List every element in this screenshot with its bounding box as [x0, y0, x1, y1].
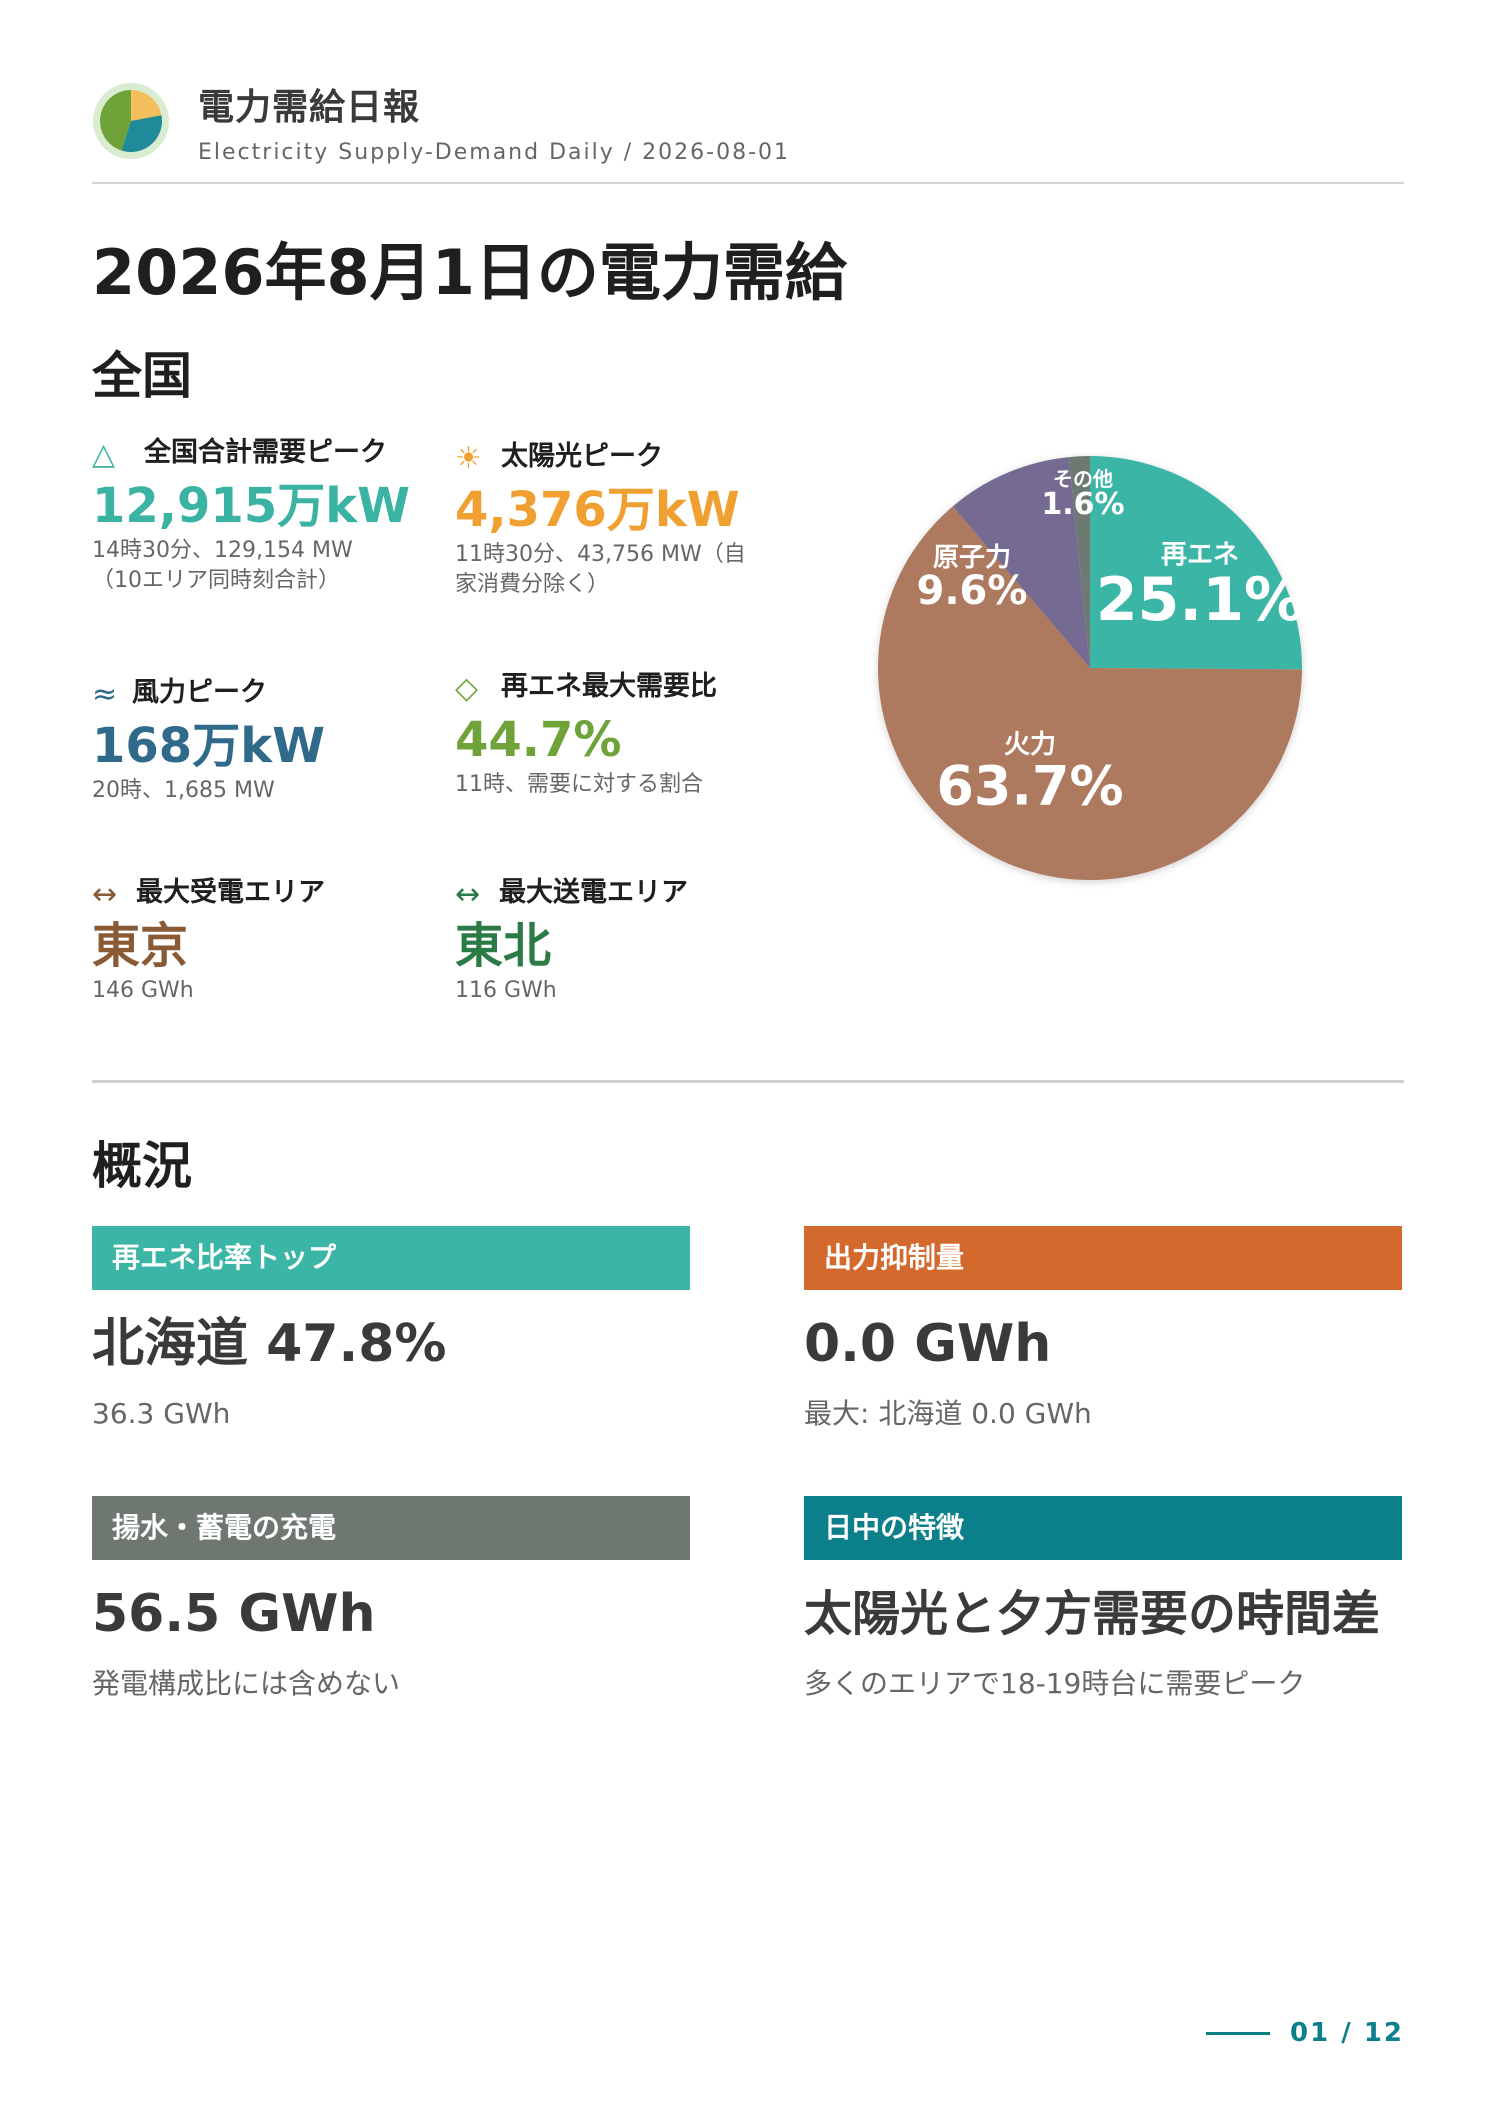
page-title: 2026年8月1日の電力需給: [92, 236, 847, 309]
pie-slice-label: 原子力: [933, 543, 1011, 573]
metric-note: 11時、需要に対する割合: [455, 772, 703, 797]
metric-value: 168万kW: [92, 718, 326, 774]
metric-max-sending-area: ↔ 最大送電エリア 東北 116 GWh: [455, 876, 755, 1006]
metric-label: 全国合計需要ピーク: [144, 437, 387, 468]
card-sub: 最大: 北海道 0.0 GWh: [804, 1397, 1092, 1430]
card-pumped-storage: 揚水・蓄電の充電 56.5 GWh 発電構成比には含めない: [92, 1496, 690, 1704]
metric-value: 12,915万kW: [92, 478, 411, 534]
metric-label: 最大送電エリア: [499, 877, 688, 908]
metric-note: 11時30分、43,756 MW（自家消費分除く）: [455, 542, 746, 597]
section-title-national: 全国: [92, 347, 192, 405]
metric-renewable-ratio: ◇ 再エネ最大需要比 44.7% 11時、需要に対する割合: [455, 670, 755, 800]
report-subtitle: Electricity Supply-Demand Daily / 2026-0…: [198, 140, 791, 165]
section-title-overview: 概況: [92, 1137, 192, 1195]
page-indicator-line: [1206, 2031, 1271, 2035]
metric-note: 14時30分、129,154 MW（10エリア同時刻合計）: [92, 538, 353, 593]
card-daytime-feature: 日中の特徴 太陽光と夕方需要の時間差 多くのエリアで18-19時台に需要ピーク: [804, 1496, 1402, 1704]
logo-pie-icon: [93, 83, 169, 159]
card-header: 再エネ比率トップ: [92, 1226, 690, 1290]
logo-slice: [100, 90, 131, 151]
metric-value: 東北: [455, 918, 552, 974]
metric-value: 44.7%: [455, 712, 622, 768]
card-sub: 発電構成比には含めない: [92, 1667, 401, 1700]
card-sub: 多くのエリアで18-19時台に需要ピーク: [804, 1667, 1306, 1700]
pie-slice-label: 火力: [1004, 730, 1056, 760]
metric-note: 20時、1,685 MW: [92, 778, 275, 803]
pie-slice: [1068, 456, 1090, 668]
page-indicator: 01 / 12: [1206, 2018, 1404, 2048]
sun-icon: ☀: [455, 441, 482, 476]
pie-slice-value: 1.6%: [1041, 487, 1124, 522]
section-divider: [92, 1080, 1404, 1083]
triangle-icon: △: [92, 437, 116, 472]
metric-wind-peak: ≈ 風力ピーク 168万kW 20時、1,685 MW: [92, 676, 392, 806]
metric-value: 4,376万kW: [455, 482, 740, 538]
metric-solar-peak: ☀ 太陽光ピーク 4,376万kW 11時30分、43,756 MW（自家消費分除…: [455, 440, 755, 600]
pie-slice-label: 再エネ: [1161, 540, 1239, 570]
card-header: 日中の特徴: [804, 1496, 1402, 1560]
report-title: 電力需給日報: [198, 87, 421, 128]
card-value: 56.5 GWh: [92, 1584, 376, 1644]
pie-slice-value: 63.7%: [936, 754, 1123, 817]
card-sub: 36.3 GWh: [92, 1397, 231, 1430]
pie-slice: [952, 457, 1090, 668]
pie-slice-value: 25.1%: [1096, 565, 1304, 635]
metric-label: 再エネ最大需要比: [501, 671, 717, 702]
card-header: 揚水・蓄電の充電: [92, 1496, 690, 1560]
card-value: 太陽光と夕方需要の時間差: [804, 1586, 1381, 1642]
diamond-icon: ◇: [455, 671, 479, 706]
card-renewable-top: 再エネ比率トップ 北海道 47.8% 36.3 GWh: [92, 1226, 690, 1434]
card-curtailment: 出力抑制量 0.0 GWh 最大: 北海道 0.0 GWh: [804, 1226, 1402, 1434]
metric-label: 太陽光ピーク: [501, 441, 663, 472]
metric-note: 146 GWh: [92, 978, 194, 1003]
wind-icon: ≈: [92, 677, 118, 712]
pie-slice-value: 9.6%: [917, 568, 1028, 614]
header-divider: [92, 182, 1404, 184]
pie-slice-label: その他: [1053, 467, 1113, 491]
logo-slice: [131, 90, 162, 121]
metric-label: 風力ピーク: [132, 677, 267, 708]
metric-note: 116 GWh: [455, 978, 557, 1003]
metric-label: 最大受電エリア: [136, 877, 325, 908]
arrows-icon: ↔: [92, 877, 118, 912]
pie-slice: [878, 506, 1302, 880]
logo-slice: [121, 115, 162, 152]
page-number: 01 / 12: [1290, 2018, 1404, 2048]
card-header: 出力抑制量: [804, 1226, 1402, 1290]
metric-value: 東京: [92, 918, 189, 974]
arrows-icon: ↔: [455, 877, 481, 912]
metric-demand-peak: △ 全国合計需要ピーク 12,915万kW 14時30分、129,154 MW（1…: [92, 436, 411, 596]
card-value: 0.0 GWh: [804, 1314, 1052, 1374]
pie-slice: [1090, 456, 1302, 670]
metric-max-receiving-area: ↔ 最大受電エリア 東京 146 GWh: [92, 876, 392, 1006]
card-value: 北海道 47.8%: [92, 1314, 447, 1374]
